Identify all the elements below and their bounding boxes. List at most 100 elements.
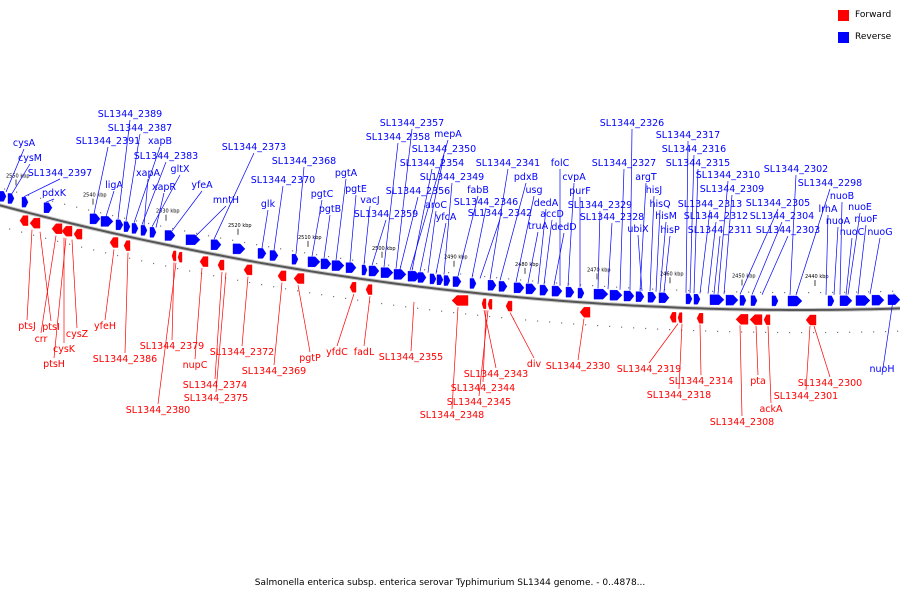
gene-label: SL1344_2355: [379, 352, 443, 363]
scale-tick-label: 2530 kbp: [156, 209, 180, 215]
gene-label: SL1344_2369: [242, 366, 306, 377]
gene-label: truA: [528, 221, 549, 232]
legend-forward-label: Forward: [855, 10, 892, 20]
scale-minor-mark: [21, 231, 23, 233]
label-leader-line: [499, 182, 527, 281]
gene-label: hisM: [655, 211, 677, 222]
scale-minor-mark: [597, 325, 599, 327]
label-leader-line: [5, 148, 25, 193]
gene-arrow: [805, 314, 817, 326]
gene-arrow: [565, 286, 575, 298]
label-leader-line: [739, 325, 743, 417]
label-leader-line: [410, 301, 415, 352]
label-leader-line: [795, 188, 831, 296]
gene-arrow: [739, 295, 747, 306]
gene-label: glk: [261, 199, 276, 210]
label-leader-line: [53, 238, 67, 359]
gene-arrow: [89, 213, 101, 225]
scale-minor-mark: [820, 291, 822, 294]
scale-minor-mark: [489, 315, 491, 318]
scale-tick-label: 2540 kbp: [83, 193, 107, 199]
scale-minor-mark: [117, 254, 119, 257]
label-leader-line: [399, 196, 419, 270]
gene-label: mepA: [434, 129, 462, 140]
label-leader-line: [124, 252, 129, 354]
gene-arrow: [349, 282, 357, 293]
scale-minor-mark: [321, 294, 323, 296]
label-leader-line: [457, 195, 479, 277]
gene-arrow: [140, 225, 148, 236]
reverse-swatch: [838, 31, 849, 43]
gene-label: SL1344_2346: [454, 197, 518, 208]
label-leader-line: [194, 267, 203, 360]
label-leader-line: [40, 235, 57, 334]
gene-arrow: [505, 300, 513, 312]
gene-arrow: [291, 254, 299, 265]
label-leader-line: [847, 212, 861, 295]
label-leader-line: [537, 208, 547, 284]
gene-arrow: [452, 276, 462, 287]
scale-minor-mark: [520, 279, 522, 281]
gene-arrow: [123, 221, 131, 232]
gene-arrow: [19, 215, 29, 226]
scale-minor-mark: [885, 330, 887, 333]
label-leader-line: [857, 224, 867, 295]
gene-label: SL1344_2370: [251, 175, 315, 186]
scale-minor-mark: [849, 331, 851, 333]
label-leader-line: [869, 237, 881, 295]
scale-minor-mark: [388, 264, 390, 266]
label-leader-line: [659, 221, 667, 292]
legend-reverse: Reverse: [838, 30, 891, 44]
gene-arrow: [429, 273, 437, 285]
label-leader-line: [553, 232, 565, 286]
scale-minor-mark: [892, 290, 894, 292]
scale-minor-mark: [760, 291, 762, 293]
gene-label: pdxK: [42, 188, 67, 199]
gene-arrow: [100, 216, 114, 227]
gene-arrow: [696, 313, 704, 324]
scale-minor-mark: [753, 331, 755, 333]
gene-label: nuoB: [830, 191, 854, 202]
gene-label: cysK: [53, 344, 76, 355]
scale-minor-mark: [417, 307, 419, 309]
label-leader-line: [105, 190, 115, 217]
gene-label: mntH: [213, 195, 239, 206]
scale-minor-mark: [9, 228, 11, 230]
label-leader-line: [349, 194, 357, 263]
gene-label: SL1344_2379: [140, 341, 204, 352]
gene-arrow: [451, 295, 469, 306]
gene-arrow: [787, 295, 803, 307]
label-leader-line: [195, 205, 227, 237]
gene-arrow: [725, 294, 739, 306]
scale-minor-mark: [280, 248, 282, 250]
scale-minor-mark: [676, 289, 678, 291]
gene-arrow: [693, 293, 701, 305]
gene-label: ptsH: [43, 359, 65, 370]
gene-label: accD: [540, 209, 564, 220]
label-leader-line: [395, 128, 413, 269]
gene-arrow: [647, 292, 657, 303]
scale-minor-mark: [880, 290, 882, 293]
gene-label: SL1344_2316: [662, 144, 726, 155]
scale-minor-mark: [393, 304, 395, 306]
scale-minor-mark: [477, 314, 479, 316]
label-leader-line: [813, 325, 831, 378]
label-leader-line: [151, 174, 181, 227]
legend-reverse-label: Reverse: [855, 32, 892, 42]
label-leader-line: [717, 180, 729, 294]
gene-label: lrhA: [819, 204, 838, 215]
gene-label: SL1344_2315: [666, 158, 730, 169]
gene-arrow: [579, 307, 591, 318]
scale-minor-mark: [609, 325, 611, 328]
label-leader-line: [125, 133, 141, 222]
label-leader-line: [515, 195, 535, 283]
scale-minor-mark: [129, 257, 131, 259]
label-leader-line: [39, 231, 52, 322]
gene-arrow: [217, 259, 225, 271]
gene-label: fadL: [354, 347, 375, 358]
label-leader-line: [213, 152, 255, 240]
label-leader-line: [411, 168, 433, 271]
label-leader-line: [11, 163, 31, 194]
label-leader-line: [607, 222, 613, 290]
gene-label: xapR: [152, 182, 176, 193]
